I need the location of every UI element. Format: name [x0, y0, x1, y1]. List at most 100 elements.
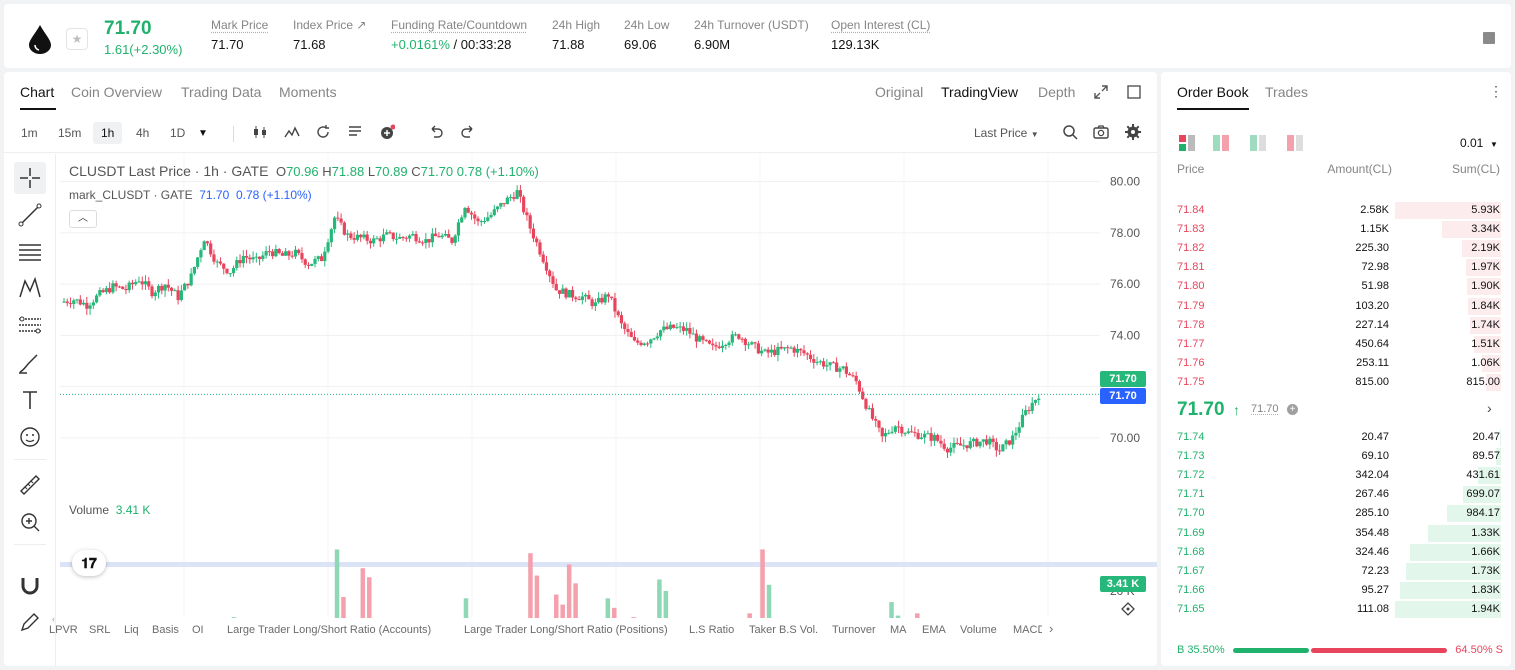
bid-row[interactable]: 71.68 324.46 1.66K	[1161, 543, 1511, 562]
book-bids-icon[interactable]	[1250, 135, 1266, 151]
search-icon[interactable]	[1062, 124, 1078, 140]
indicator-basis[interactable]: Basis	[152, 624, 179, 636]
indicator-turnover[interactable]: Turnover	[832, 624, 876, 636]
collapse-toolbar-chevron-icon[interactable]: ‹	[52, 614, 55, 624]
tab-order-book[interactable]: Order Book	[1177, 84, 1249, 100]
candle-body	[597, 297, 601, 303]
camera-icon[interactable]	[1093, 124, 1109, 140]
indicator-ema[interactable]: EMA	[922, 624, 946, 636]
ask-row[interactable]: 71.81 72.98 1.97K	[1161, 258, 1511, 277]
candle-body	[867, 408, 871, 410]
settings-gear-icon[interactable]	[1125, 124, 1141, 140]
bid-row[interactable]: 71.71 267.46 699.07	[1161, 485, 1511, 504]
candle-type-icon[interactable]	[252, 124, 268, 140]
book-both-alt-icon[interactable]	[1213, 135, 1229, 151]
templates-icon[interactable]	[347, 124, 363, 140]
replay-icon[interactable]	[315, 124, 331, 140]
indicator-srl[interactable]: SRL	[89, 624, 111, 636]
stat-label[interactable]: Index Price ↗	[293, 18, 367, 32]
bid-row[interactable]: 71.66 95.27 1.83K	[1161, 581, 1511, 600]
volume-bar	[612, 607, 617, 618]
ask-row[interactable]: 71.78 227.14 1.74K	[1161, 316, 1511, 335]
tab-moments[interactable]: Moments	[279, 84, 337, 100]
timeframe-4h[interactable]: 4h	[136, 126, 150, 140]
bid-row[interactable]: 71.65 111.08 1.94K	[1161, 600, 1511, 619]
redo-icon[interactable]	[460, 124, 476, 140]
indicator-macd[interactable]: MACD	[1013, 624, 1042, 636]
tradingview-logo[interactable]: 𝟏𝟕	[72, 550, 106, 576]
row-amount: 103.20	[1355, 299, 1389, 312]
ask-row[interactable]: 71.80 51.98 1.90K	[1161, 277, 1511, 296]
ohlc-h-label: H	[322, 164, 332, 179]
brush-tool[interactable]	[14, 347, 46, 379]
book-asks-icon[interactable]	[1287, 135, 1303, 151]
timeframe-1h[interactable]: 1h	[93, 122, 123, 144]
tab-trading-data[interactable]: Trading Data	[181, 84, 262, 100]
bid-row[interactable]: 71.74 20.47 20.47	[1161, 428, 1511, 447]
emoji-tool[interactable]	[14, 421, 46, 453]
candle-body	[218, 261, 223, 264]
pattern-tool[interactable]	[14, 273, 46, 305]
lock-drawing-tool[interactable]	[14, 606, 46, 638]
ask-row[interactable]: 71.77 450.64 1.51K	[1161, 335, 1511, 354]
magnet-tool[interactable]	[14, 569, 46, 601]
text-tool[interactable]	[14, 384, 46, 416]
book-icon[interactable]	[1483, 32, 1495, 44]
candle-body	[274, 249, 278, 257]
indicator-scroll-right-icon[interactable]: ›	[1049, 621, 1054, 636]
zoom-tool[interactable]	[14, 506, 46, 538]
ask-row[interactable]: 71.75 815.00 815.00	[1161, 373, 1511, 392]
indicator-lt-positions[interactable]: Large Trader Long/Short Ratio (Positions…	[464, 624, 668, 636]
indicator-ma[interactable]: MA	[890, 624, 907, 636]
ruler-tool[interactable]	[14, 469, 46, 501]
ask-row[interactable]: 71.79 103.20 1.84K	[1161, 297, 1511, 316]
horizontal-lines-tool[interactable]	[14, 236, 46, 268]
price-chart[interactable]: 80.0078.0076.0074.0070.00202122232425262…	[60, 154, 1157, 618]
row-price: 71.80	[1177, 280, 1205, 293]
indicator-oi[interactable]: OI	[192, 624, 204, 636]
expand-icon[interactable]	[1094, 85, 1108, 99]
indicators-icon[interactable]	[284, 124, 300, 140]
chevron-right-icon[interactable]: ›	[1487, 400, 1492, 416]
crosshair-tool[interactable]	[14, 162, 46, 194]
bid-row[interactable]: 71.70 285.10 984.17	[1161, 504, 1511, 523]
timeframe-1d[interactable]: 1D	[170, 126, 186, 140]
info-plus-icon[interactable]: +	[1287, 404, 1298, 415]
index-price-stat[interactable]: Index Price ↗ 71.68	[293, 18, 366, 52]
indicator-lt-accounts[interactable]: Large Trader Long/Short Ratio (Accounts)	[227, 624, 432, 636]
more-options-icon[interactable]: ⋮	[1489, 83, 1503, 99]
timeframe-dropdown-icon[interactable]: ▼	[198, 128, 208, 139]
ask-row[interactable]: 71.76 253.11 1.06K	[1161, 354, 1511, 373]
tab-trades[interactable]: Trades	[1265, 84, 1309, 100]
indicator-lpvr[interactable]: LPVR	[49, 624, 78, 636]
auto-scale-icon[interactable]	[1121, 602, 1135, 616]
view-original[interactable]: Original	[875, 84, 924, 100]
indicator-volume[interactable]: Volume	[960, 624, 997, 636]
ask-row[interactable]: 71.84 2.58K 5.93K	[1161, 201, 1511, 220]
tab-coin-overview[interactable]: Coin Overview	[71, 84, 163, 100]
indicator-taker-vol[interactable]: Taker B.S Vol.	[749, 624, 819, 636]
add-alert-icon[interactable]	[379, 124, 395, 140]
bid-row[interactable]: 71.73 69.10 89.57	[1161, 447, 1511, 466]
indicator-ls-ratio[interactable]: L.S Ratio	[689, 624, 735, 636]
indicator-liq[interactable]: Liq	[124, 624, 139, 636]
fib-tool[interactable]	[14, 310, 46, 342]
bid-row[interactable]: 71.72 342.04 431.61	[1161, 466, 1511, 485]
view-depth[interactable]: Depth	[1038, 84, 1076, 100]
ask-row[interactable]: 71.82 225.30 2.19K	[1161, 239, 1511, 258]
timeframe-15m[interactable]: 15m	[58, 126, 82, 140]
tab-chart[interactable]: Chart	[20, 84, 55, 100]
collapse-legend-button[interactable]: ︿	[69, 210, 97, 228]
favorite-star-icon[interactable]: ★	[66, 28, 88, 50]
book-both-icon[interactable]	[1179, 135, 1195, 151]
bid-row[interactable]: 71.67 72.23 1.73K	[1161, 562, 1511, 581]
fullscreen-icon[interactable]	[1127, 85, 1141, 99]
bid-row[interactable]: 71.69 354.48 1.33K	[1161, 524, 1511, 543]
timeframe-1m[interactable]: 1m	[21, 126, 38, 140]
ask-row[interactable]: 71.83 1.15K 3.34K	[1161, 220, 1511, 239]
precision-select[interactable]: 0.01 ▼	[1460, 136, 1498, 150]
undo-icon[interactable]	[428, 124, 444, 140]
price-source-select[interactable]: Last Price ▼	[974, 126, 1039, 140]
trend-line-tool[interactable]	[14, 199, 46, 231]
view-tradingview[interactable]: TradingView	[941, 84, 1019, 100]
